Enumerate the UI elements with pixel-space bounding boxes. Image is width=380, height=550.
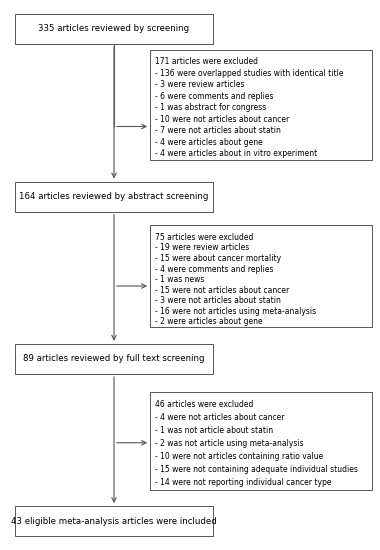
- FancyBboxPatch shape: [15, 182, 213, 212]
- FancyBboxPatch shape: [15, 344, 213, 374]
- Text: - 136 were overlapped studies with identical title: - 136 were overlapped studies with ident…: [155, 69, 343, 78]
- FancyBboxPatch shape: [150, 226, 372, 327]
- Text: - 2 was not article using meta-analysis: - 2 was not article using meta-analysis: [155, 439, 303, 448]
- Text: 171 articles were excluded: 171 articles were excluded: [155, 57, 258, 67]
- Text: - 15 were about cancer mortality: - 15 were about cancer mortality: [155, 254, 281, 263]
- FancyBboxPatch shape: [15, 506, 213, 536]
- Text: - 15 were not articles about cancer: - 15 were not articles about cancer: [155, 286, 289, 295]
- Text: - 14 were not reporting individual cancer type: - 14 were not reporting individual cance…: [155, 478, 331, 487]
- Text: 164 articles reviewed by abstract screening: 164 articles reviewed by abstract screen…: [19, 192, 209, 201]
- Text: - 15 were not containing adequate individual studies: - 15 were not containing adequate indivi…: [155, 465, 358, 475]
- Text: - 1 was abstract for congress: - 1 was abstract for congress: [155, 103, 266, 112]
- Text: - 4 were comments and replies: - 4 were comments and replies: [155, 265, 273, 273]
- Text: - 10 were not articles about cancer: - 10 were not articles about cancer: [155, 115, 289, 124]
- Text: 43 eligible meta-analysis articles were included: 43 eligible meta-analysis articles were …: [11, 516, 217, 526]
- Text: - 4 were articles about in vitro experiment: - 4 were articles about in vitro experim…: [155, 149, 317, 158]
- Text: - 2 were articles about gene: - 2 were articles about gene: [155, 317, 262, 327]
- Text: - 16 were not articles using meta-analysis: - 16 were not articles using meta-analys…: [155, 307, 316, 316]
- FancyBboxPatch shape: [150, 392, 372, 490]
- Text: 46 articles were excluded: 46 articles were excluded: [155, 400, 253, 409]
- Text: - 4 were not articles about cancer: - 4 were not articles about cancer: [155, 413, 284, 422]
- Text: - 10 were not articles containing ratio value: - 10 were not articles containing ratio …: [155, 453, 323, 461]
- Text: - 6 were comments and replies: - 6 were comments and replies: [155, 92, 273, 101]
- Text: - 1 was news: - 1 was news: [155, 275, 204, 284]
- Text: - 4 were articles about gene: - 4 were articles about gene: [155, 138, 263, 147]
- Text: 335 articles reviewed by screening: 335 articles reviewed by screening: [38, 24, 190, 34]
- FancyBboxPatch shape: [150, 50, 372, 160]
- Text: 75 articles were excluded: 75 articles were excluded: [155, 233, 253, 242]
- FancyBboxPatch shape: [15, 14, 213, 44]
- Text: - 3 were review articles: - 3 were review articles: [155, 80, 244, 89]
- Text: - 7 were not articles about statin: - 7 were not articles about statin: [155, 126, 280, 135]
- Text: 89 articles reviewed by full text screening: 89 articles reviewed by full text screen…: [23, 354, 205, 364]
- Text: - 1 was not article about statin: - 1 was not article about statin: [155, 426, 273, 435]
- Text: - 19 were review articles: - 19 were review articles: [155, 244, 249, 252]
- Text: - 3 were not articles about statin: - 3 were not articles about statin: [155, 296, 280, 305]
